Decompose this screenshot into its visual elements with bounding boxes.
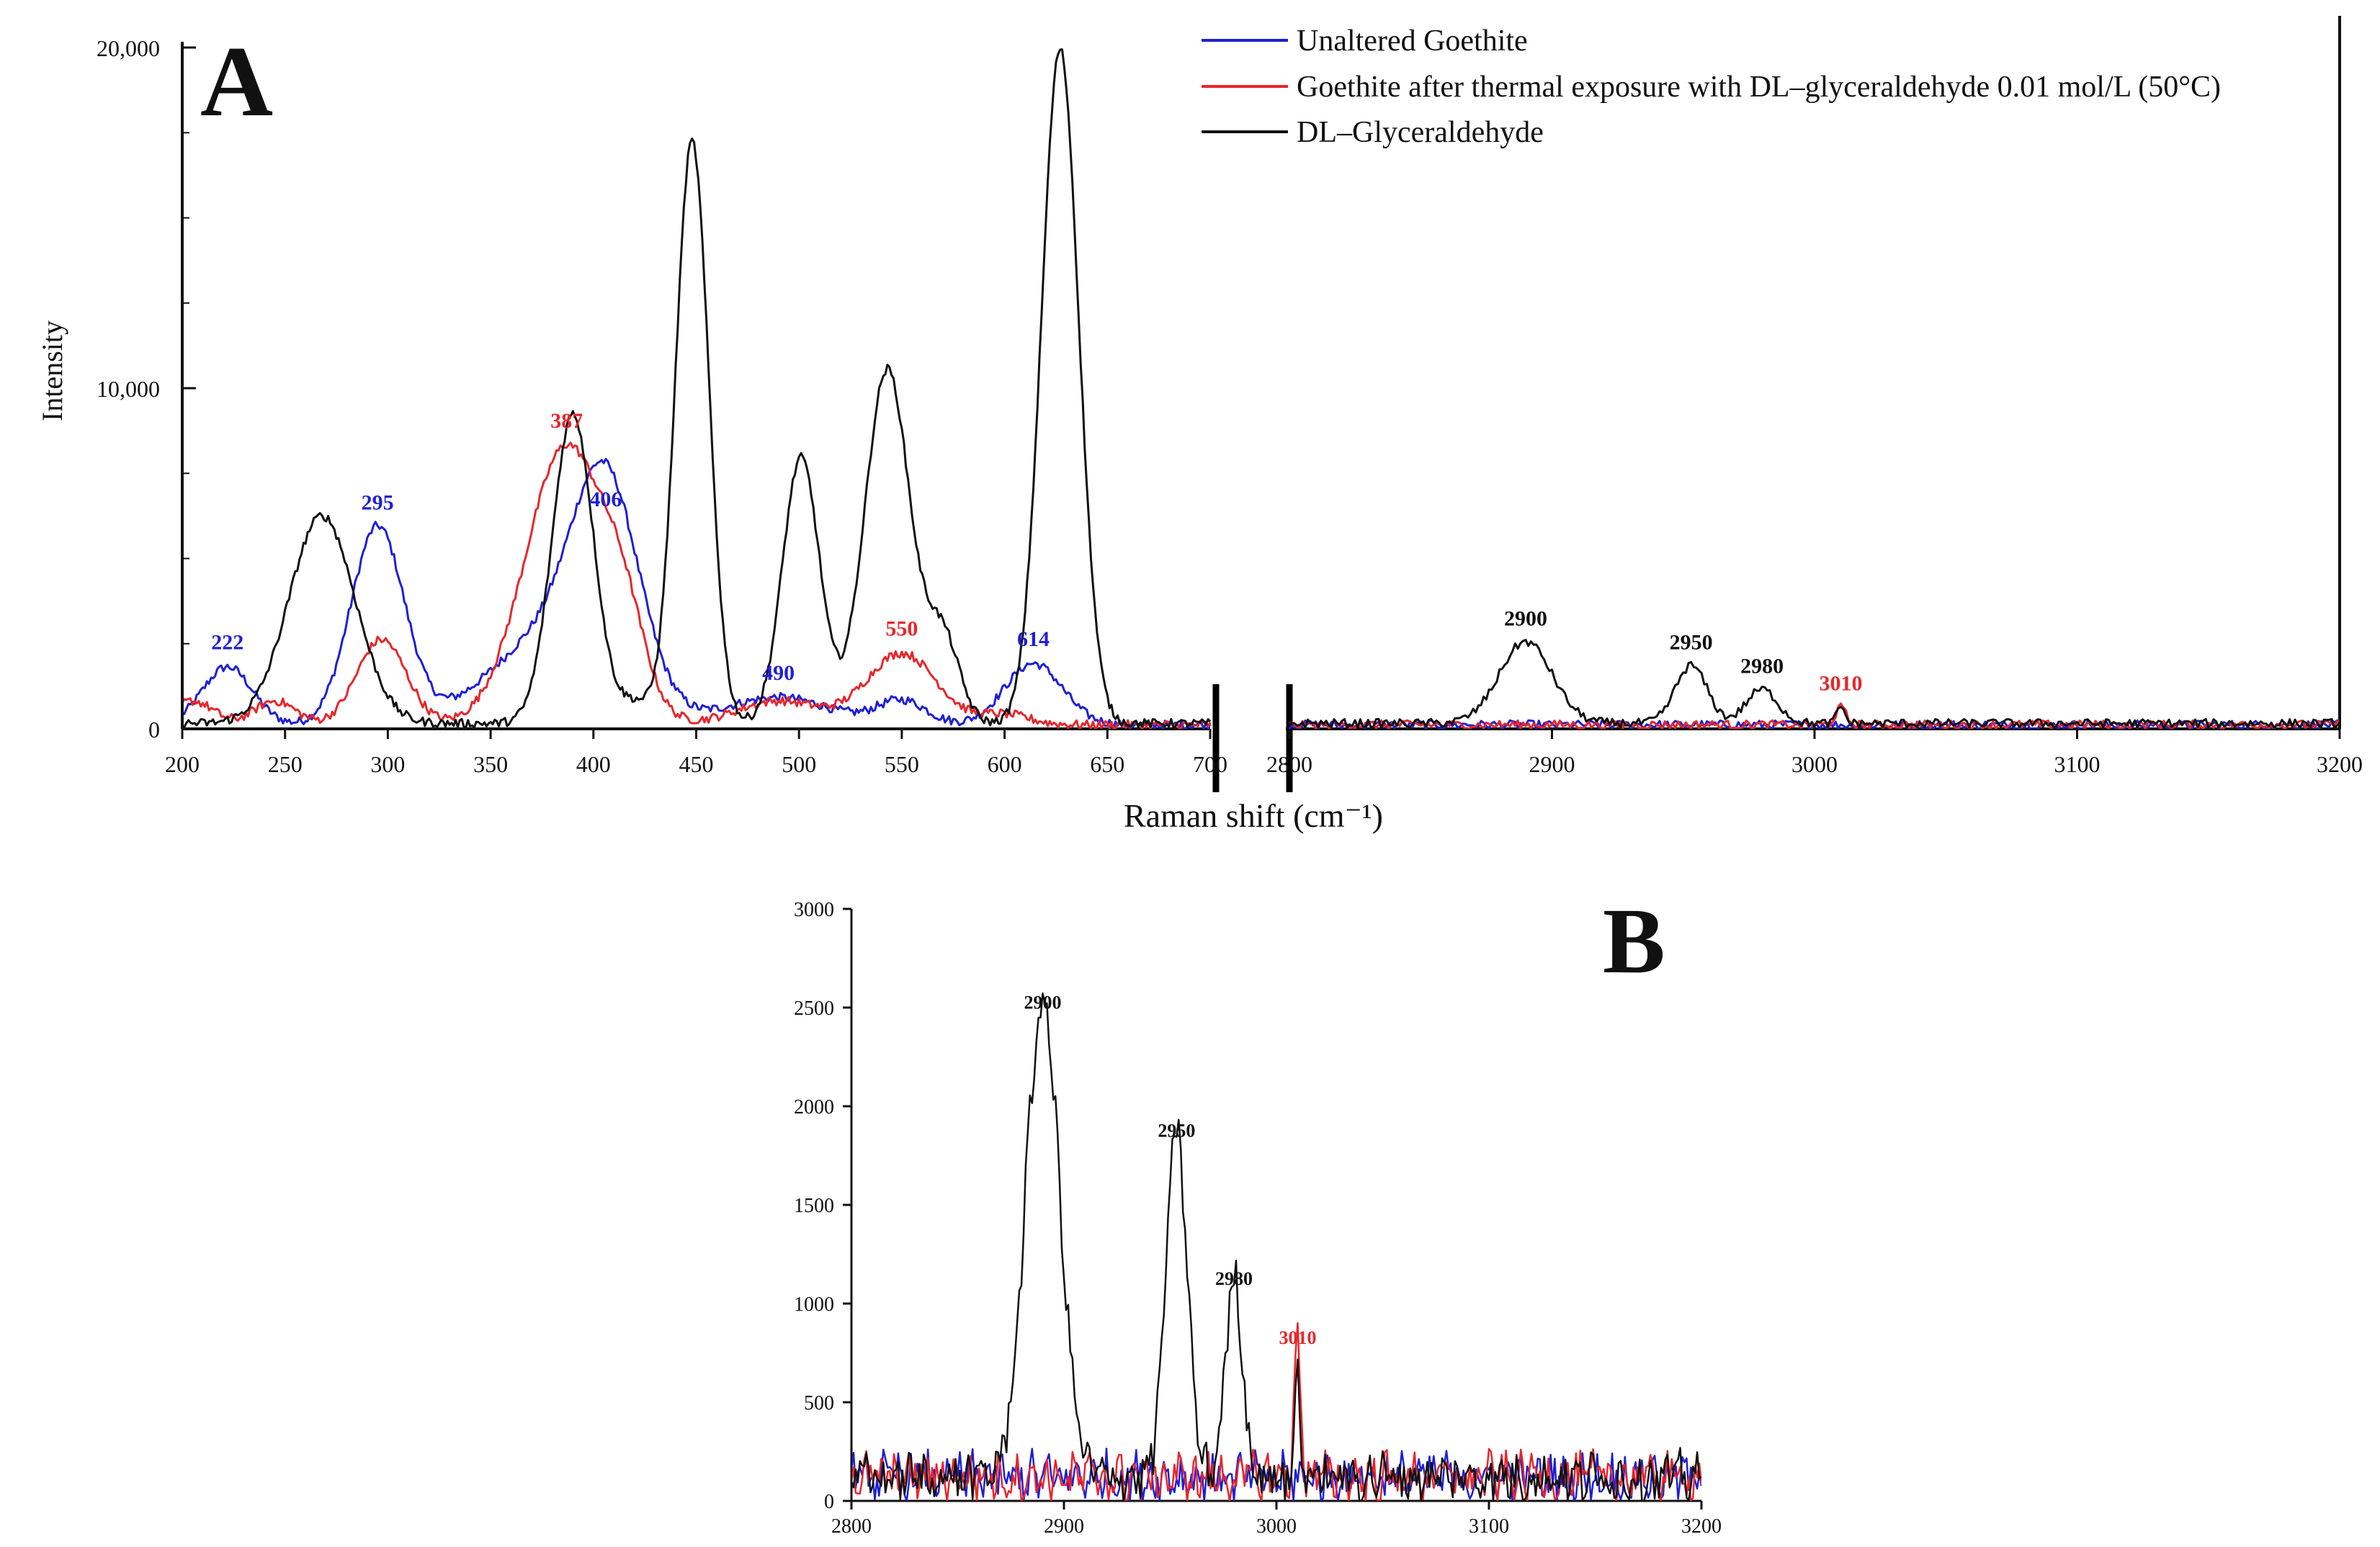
panel-a-peak-label: 490 [762,661,795,685]
panel-a-y-axis-label: Intensity [36,320,68,421]
panel-b-y-tick-label: 500 [804,1392,834,1414]
panel-a-x-tick-label: 300 [370,751,405,777]
panel-b-y-tick-label: 1500 [794,1195,834,1217]
panel-a-x-tick-label: 400 [576,751,611,777]
panel-a-label: A [200,26,273,138]
panel-a-x-tick-label: 3000 [1791,751,1838,777]
legend-label-dl-glyceraldehyde: DL–Glyceraldehyde [1297,116,1544,149]
panel-a-peak-label: 550 [885,617,918,641]
panel-b-label: B [1603,889,1665,993]
panel-a-x-tick-label: 200 [165,751,200,777]
legend: Unaltered Goethite Goethite after therma… [1202,24,2221,149]
legend-label-unaltered-goethite: Unaltered Goethite [1297,24,1528,58]
panel-a: A Intensity Raman shift (cm⁻¹) 0 10,000 20… [36,16,2363,834]
panel-a-x-tick-label: 2800 [1266,751,1312,777]
panel-b-peak-label: 2950 [1158,1121,1195,1142]
panel-a-x-tick-label: 250 [268,751,303,777]
panel-b-y-tick-label: 2000 [794,1096,834,1118]
panel-a-peak-label: 387 [550,409,583,433]
panel-b-x-tick-label: 2900 [1044,1515,1084,1538]
panel-b-y-tick-label: 1000 [794,1293,834,1316]
panel-a-y-tick-label: 20,000 [97,35,160,61]
panel-a-x-tick-label: 3200 [2317,751,2363,777]
panel-a-y-tick-label: 0 [148,717,160,743]
panel-a-x-tick-label: 700 [1193,751,1227,777]
panel-b-x-tick-label: 2800 [831,1515,872,1538]
legend-label-goethite-thermal: Goethite after thermal exposure with DL–… [1297,71,2221,104]
panel-b: B 0 500 1000 1500 2000 2500 3000 2800 2900 3000 3… [794,889,1722,1538]
panel-a-x-tick-label: 600 [988,751,1022,777]
panel-b-y-tick-label: 0 [824,1491,834,1513]
panel-b-x-tick-label: 3000 [1256,1515,1297,1538]
panel-a-x-axis-label: Raman shift (cm⁻¹) [1124,797,1383,834]
panel-a-x-tick-label: 500 [782,751,816,777]
panel-a-peak-label: 2980 [1740,655,1784,678]
panel-b-peak-label: 3010 [1279,1327,1317,1348]
panel-a-peak-label: 222 [211,631,243,655]
panel-a-x-tick-label: 350 [473,751,508,777]
panel-a-x-tick-label: 2900 [1529,751,1575,777]
panel-b-y-tick-label: 3000 [794,899,834,921]
panel-a-y-tick-label: 10,000 [97,376,160,402]
panel-a-peak-label: 295 [362,491,394,515]
panel-a-peak-label: 2900 [1504,606,1547,630]
panel-b-x-tick-label: 3200 [1681,1515,1722,1538]
panel-b-series-line-2 [852,992,1701,1501]
panel-b-y-tick-label: 2500 [794,997,834,1020]
panel-a-peak-label: 2950 [1670,631,1713,655]
panel-a-x-tick-label: 450 [679,751,714,777]
panel-b-x-tick-label: 3100 [1469,1515,1509,1538]
panel-a-series-line-2 [184,48,2339,729]
panel-a-x-tick-label: 3100 [2054,751,2101,777]
panel-b-peak-label: 2900 [1024,992,1062,1013]
panel-a-peak-label: 3010 [1819,671,1862,695]
panel-a-x-tick-label: 550 [885,751,919,777]
panel-a-x-tick-label: 650 [1090,751,1124,777]
panel-a-peak-label: 614 [1017,627,1050,651]
panel-b-peak-label: 2980 [1215,1268,1253,1289]
panel-a-peak-label: 406 [589,488,622,511]
